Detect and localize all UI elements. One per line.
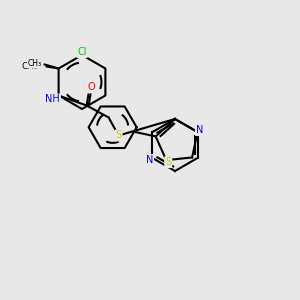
Text: Cl: Cl	[77, 47, 87, 57]
Text: S: S	[116, 130, 122, 140]
Text: S: S	[165, 157, 171, 167]
Text: NH: NH	[45, 94, 60, 104]
Text: N: N	[196, 125, 203, 135]
Text: CH₃: CH₃	[22, 62, 39, 71]
Text: CH₃: CH₃	[28, 59, 42, 68]
Text: O: O	[88, 82, 95, 92]
Text: N: N	[146, 155, 153, 165]
